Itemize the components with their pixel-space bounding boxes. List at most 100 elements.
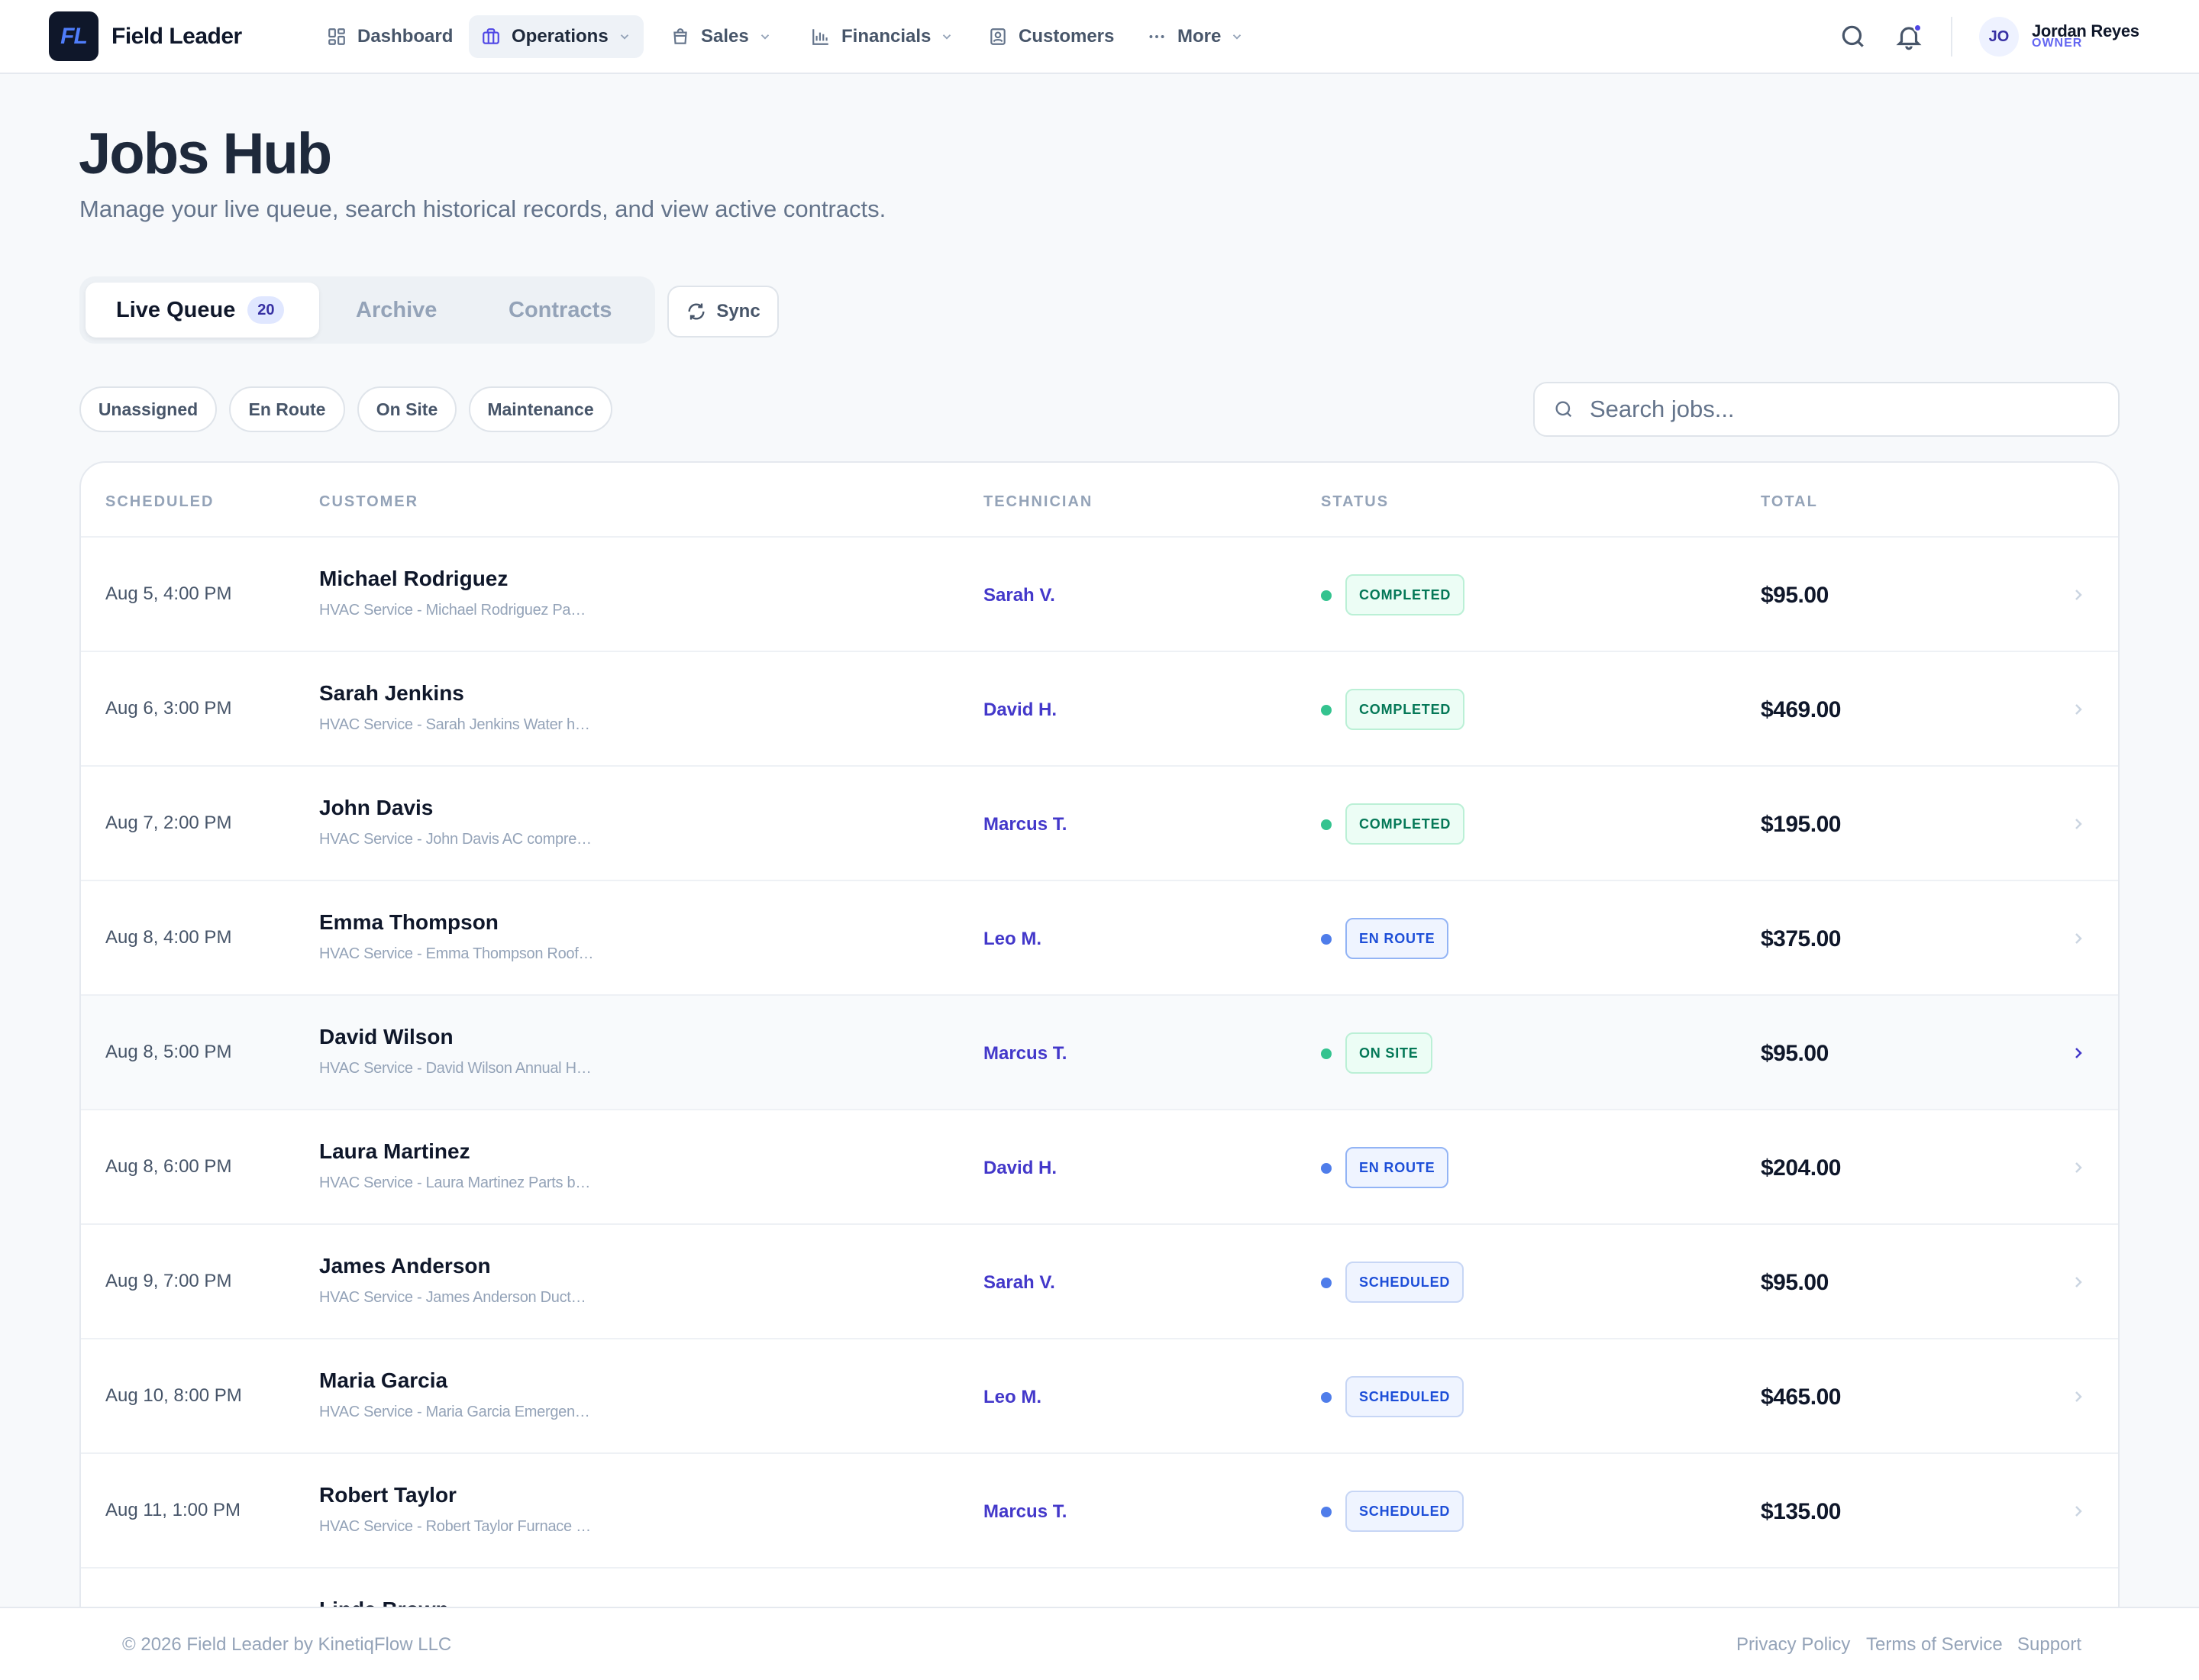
chevron-right-icon[interactable] xyxy=(2069,700,2088,719)
scheduled-date: Aug 7, 2:00 PM xyxy=(105,813,232,833)
notifications-button[interactable] xyxy=(1894,22,1923,51)
table-row[interactable]: Aug 8, 4:00 PM Emma Thompson HVAC Service … xyxy=(81,881,2118,996)
column-header-technician[interactable]: TECHNICIAN xyxy=(983,493,1093,510)
sync-button[interactable]: Sync xyxy=(667,286,779,338)
customer-name[interactable]: Laura Martinez xyxy=(319,1139,470,1163)
customer-name[interactable]: John Davis xyxy=(319,796,434,819)
refresh-icon xyxy=(688,303,705,320)
chevron-down-icon xyxy=(943,34,951,40)
nav-item-more[interactable]: More xyxy=(1135,15,1256,58)
terms-of-service-link[interactable]: Terms of Service xyxy=(1866,1634,2003,1655)
status-badge: COMPLETED xyxy=(1345,689,1465,730)
chevron-right-icon[interactable] xyxy=(2069,1273,2088,1291)
brand-logo: FL xyxy=(49,11,98,61)
technician-name[interactable]: Leo M. xyxy=(983,1387,1041,1407)
search-box xyxy=(1533,382,2120,437)
job-description: HVAC Service - John Davis AC compress… xyxy=(319,831,594,848)
job-description: HVAC Service - David Wilson Annual HV… xyxy=(319,1060,594,1077)
table-row[interactable]: Aug 9, 7:00 PM James Anderson HVAC Service… xyxy=(81,1225,2118,1339)
customer-name[interactable]: Maria Garcia xyxy=(319,1368,448,1392)
nav-item-sales[interactable]: Sales xyxy=(658,15,784,58)
customer-name[interactable]: Michael Rodriguez xyxy=(319,567,509,590)
grid-icon xyxy=(328,28,345,45)
column-header-total[interactable]: TOTAL xyxy=(1761,493,1818,510)
nav-divider xyxy=(1951,17,1952,57)
job-total: $204.00 xyxy=(1761,1155,1841,1181)
bell-icon xyxy=(1896,27,1922,50)
table-row[interactable]: Aug 11, 1:00 PM Robert Taylor HVAC Service… xyxy=(81,1454,2118,1569)
bar-chart-icon xyxy=(812,29,828,45)
status-badge: SCHEDULED xyxy=(1345,1262,1464,1303)
shopping-bag-icon xyxy=(673,28,687,44)
technician-name[interactable]: Leo M. xyxy=(983,929,1041,949)
column-header-customer[interactable]: CUSTOMER xyxy=(319,493,419,510)
brand-name: Field Leader xyxy=(111,23,242,49)
status-dot xyxy=(1321,705,1332,716)
technician-name[interactable]: Marcus T. xyxy=(983,1043,1067,1064)
column-header-status[interactable]: STATUS xyxy=(1321,493,1390,510)
customer-name[interactable]: James Anderson xyxy=(319,1254,491,1278)
tab-live-queue[interactable]: Live Queue 20 xyxy=(86,283,319,338)
column-header-scheduled[interactable]: SCHEDULED xyxy=(105,493,215,510)
support-link[interactable]: Support xyxy=(2017,1634,2082,1655)
technician-name[interactable]: David H. xyxy=(983,699,1058,720)
tab-label: Live Queue xyxy=(116,297,236,322)
table-row[interactable]: Aug 8, 6:00 PM Laura Martinez HVAC Service… xyxy=(81,1110,2118,1225)
nav-item-customers[interactable]: Customers xyxy=(976,15,1126,58)
technician-name[interactable]: Marcus T. xyxy=(983,814,1067,835)
nav-item-label: Operations xyxy=(512,26,609,47)
chevron-right-icon[interactable] xyxy=(2069,1388,2088,1406)
scheduled-date: Aug 10, 8:00 PM xyxy=(105,1385,242,1406)
filter-maintenance[interactable]: Maintenance xyxy=(469,386,612,432)
status-dot xyxy=(1321,1392,1332,1403)
status-badge: EN ROUTE xyxy=(1345,1147,1449,1188)
status-badge: COMPLETED xyxy=(1345,574,1465,615)
technician-name[interactable]: Sarah V. xyxy=(983,585,1055,606)
nav-item-operations[interactable]: Operations xyxy=(469,15,644,58)
jobs-tabs: Live Queue 20 Archive Contracts xyxy=(79,276,655,344)
customer-name[interactable]: David Wilson xyxy=(319,1025,454,1048)
chevron-right-icon[interactable] xyxy=(2069,1044,2088,1062)
job-description: HVAC Service - Laura Martinez Parts bac… xyxy=(319,1174,594,1191)
filter-on-site[interactable]: On Site xyxy=(357,386,457,432)
avatar[interactable]: JO xyxy=(1979,17,2019,57)
technician-name[interactable]: Sarah V. xyxy=(983,1272,1055,1293)
tab-contracts[interactable]: Contracts xyxy=(509,283,612,338)
user-name[interactable]: Jordan Reyes xyxy=(2032,21,2139,40)
customer-name[interactable]: Sarah Jenkins xyxy=(319,681,464,705)
search-input[interactable] xyxy=(1590,396,2109,423)
chevron-down-icon xyxy=(620,34,628,40)
job-total: $95.00 xyxy=(1761,1270,1829,1295)
technician-name[interactable]: Marcus T. xyxy=(983,1501,1067,1522)
chevron-right-icon[interactable] xyxy=(2069,1158,2088,1177)
filter-unassigned[interactable]: Unassigned xyxy=(79,386,217,432)
brand[interactable]: FL Field Leader xyxy=(49,11,242,61)
table-row[interactable]: Aug 5, 4:00 PM Michael Rodriguez HVAC Serv… xyxy=(81,538,2118,652)
technician-name[interactable]: David H. xyxy=(983,1158,1058,1178)
status-badge: COMPLETED xyxy=(1345,803,1465,845)
privacy-policy-link[interactable]: Privacy Policy xyxy=(1736,1634,1851,1655)
table-row[interactable]: Aug 8, 5:00 PM David Wilson HVAC Service -… xyxy=(81,996,2118,1110)
customer-name[interactable]: Emma Thompson xyxy=(319,910,499,934)
table-row[interactable]: Aug 10, 8:00 PM Maria Garcia HVAC Service … xyxy=(81,1339,2118,1454)
status-dot xyxy=(1321,934,1332,945)
chevron-right-icon[interactable] xyxy=(2069,815,2088,833)
filter-en-route[interactable]: En Route xyxy=(229,386,345,432)
search-icon xyxy=(1842,25,1864,47)
status-badge: EN ROUTE xyxy=(1345,918,1449,959)
page-title: Jobs Hub xyxy=(79,121,332,186)
chevron-right-icon[interactable] xyxy=(2069,1502,2088,1520)
nav-item-label: Dashboard xyxy=(357,26,454,47)
nav-item-financials[interactable]: Financials xyxy=(799,15,966,58)
chevron-right-icon[interactable] xyxy=(2069,586,2088,604)
user-role: OWNER xyxy=(2032,37,2083,50)
tab-archive[interactable]: Archive xyxy=(356,283,437,338)
copyright-text: © 2026 Field Leader by KinetiqFlow LLC xyxy=(122,1634,452,1655)
customer-name[interactable]: Robert Taylor xyxy=(319,1483,457,1507)
global-search-button[interactable] xyxy=(1839,22,1868,51)
table-row[interactable]: Aug 7, 2:00 PM John Davis HVAC Service - J… xyxy=(81,767,2118,881)
chevron-right-icon[interactable] xyxy=(2069,929,2088,948)
nav-item-dashboard[interactable]: Dashboard xyxy=(315,15,465,58)
job-description: HVAC Service - Maria Garcia Emergency… xyxy=(319,1404,594,1420)
table-row[interactable]: Aug 6, 3:00 PM Sarah Jenkins HVAC Service … xyxy=(81,652,2118,767)
